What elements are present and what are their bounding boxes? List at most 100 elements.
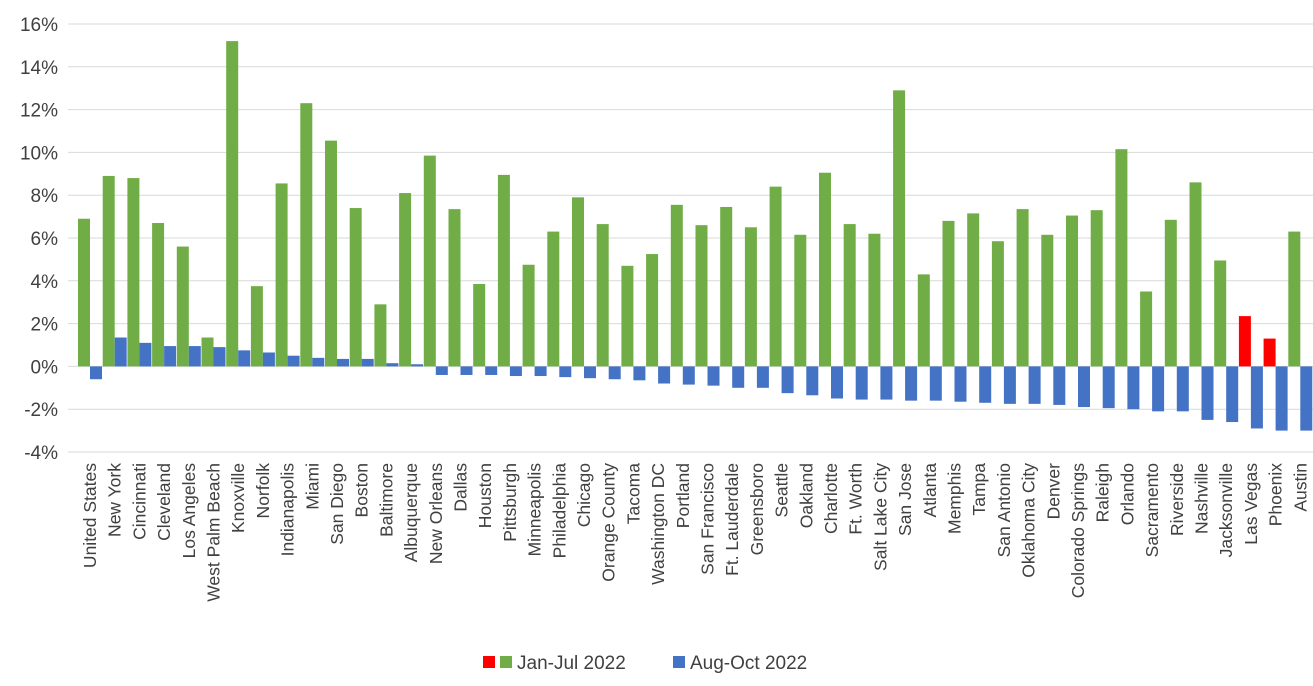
x-category-label: Miami <box>302 463 322 510</box>
x-category-label: Oklahoma City <box>1019 463 1039 578</box>
bar-jan-jul-2022 <box>78 218 90 367</box>
bar-aug-oct-2022 <box>262 352 275 367</box>
x-category-label: Charlotte <box>821 463 841 534</box>
bar-jan-jul-2022 <box>1288 231 1301 367</box>
bar-jan-jul-2022 <box>497 174 510 367</box>
legend-swatch-aug-oct-2022 <box>673 656 685 668</box>
bar-jan-jul-2022 <box>127 178 140 367</box>
bar-jan-jul-2022 <box>621 265 634 367</box>
bar-aug-oct-2022 <box>411 364 424 367</box>
bar-aug-oct-2022 <box>1250 366 1263 429</box>
bar-aug-oct-2022 <box>1102 366 1115 409</box>
bar-aug-oct-2022 <box>534 366 547 377</box>
y-tick-label: 8% <box>31 186 59 207</box>
bar-jan-jul-2022 <box>991 241 1004 367</box>
bar-jan-jul-2022 <box>201 337 214 367</box>
bar-aug-oct-2022 <box>1201 366 1214 420</box>
x-category-label: United States <box>80 463 100 568</box>
bar-jan-jul-2022 <box>1164 219 1177 367</box>
bar-aug-oct-2022 <box>905 366 918 401</box>
bar-aug-oct-2022 <box>337 358 349 367</box>
bar-jan-jul-2022 <box>325 140 337 367</box>
bar-jan-jul-2022 <box>1189 182 1202 367</box>
bar-aug-oct-2022 <box>781 366 794 394</box>
x-category-label: Salt Lake City <box>870 463 890 571</box>
bar-jan-jul-2022 <box>744 227 757 367</box>
bar-aug-oct-2022 <box>386 363 399 367</box>
bar-aug-oct-2022 <box>1176 366 1189 412</box>
bar-aug-oct-2022 <box>929 366 942 401</box>
y-axis-tick-labels: -4% -2% 0% 2% 4% 6% 8% 10% 12% 14% 16% <box>20 15 58 464</box>
bar-aug-oct-2022 <box>979 366 992 403</box>
legend-swatch-highlight <box>483 656 495 668</box>
x-category-label: Ft. Worth <box>846 463 866 535</box>
gridlines <box>68 23 1313 453</box>
legend-label-jan-jul-2022: Jan-Jul 2022 <box>517 653 626 674</box>
x-category-label: Dallas <box>451 463 471 512</box>
bar-jan-jul-2022 <box>399 193 412 367</box>
bar-jan-jul-2022 <box>1238 316 1251 367</box>
x-category-label: Phoenix <box>1266 463 1286 526</box>
bar-aug-oct-2022 <box>608 366 621 380</box>
x-category-label: Atlanta <box>920 463 940 518</box>
bar-jan-jul-2022 <box>893 90 906 367</box>
bar-jan-jul-2022 <box>1115 149 1128 367</box>
y-tick-label: 16% <box>20 15 58 36</box>
bar-jan-jul-2022 <box>522 264 535 367</box>
bar-jan-jul-2022 <box>843 224 856 367</box>
bar-aug-oct-2022 <box>460 366 473 375</box>
bar-aug-oct-2022 <box>509 366 522 377</box>
bar-aug-oct-2022 <box>139 342 152 367</box>
bar-jan-jul-2022 <box>917 274 930 367</box>
bar-jan-jul-2022 <box>102 175 115 367</box>
bar-aug-oct-2022 <box>732 366 745 388</box>
x-category-label: Washington DC <box>648 463 668 585</box>
bar-aug-oct-2022 <box>1003 366 1016 404</box>
bar-aug-oct-2022 <box>806 366 819 396</box>
bar-jan-jul-2022 <box>176 246 189 367</box>
x-category-label: Houston <box>475 463 495 528</box>
bar-jan-jul-2022 <box>769 186 782 367</box>
x-category-label: Raleigh <box>1093 463 1113 522</box>
x-category-label: Philadelphia <box>549 463 569 559</box>
bar-jan-jul-2022 <box>226 41 239 367</box>
bar-jan-jul-2022 <box>1140 291 1153 367</box>
bar-jan-jul-2022 <box>596 224 609 367</box>
x-category-label: West Palm Beach <box>204 463 224 602</box>
x-category-label: Orlando <box>1117 463 1137 525</box>
bar-jan-jul-2022 <box>448 209 461 367</box>
bar-aug-oct-2022 <box>880 366 893 400</box>
y-tick-label: -4% <box>24 443 58 464</box>
x-category-label: Austin <box>1290 463 1310 512</box>
bar-jan-jul-2022 <box>300 103 313 367</box>
x-category-label: Los Angeles <box>179 463 199 559</box>
bar-jan-jul-2022 <box>547 231 560 367</box>
x-axis-category-labels: United States New York Cincinnati Cleveland… <box>80 463 1310 602</box>
x-category-label: Orange County <box>599 463 619 582</box>
legend: Jan-Jul 2022 Aug-Oct 2022 <box>483 653 807 674</box>
bar-aug-oct-2022 <box>238 350 251 367</box>
bar-jan-jul-2022 <box>670 204 683 367</box>
bar-aug-oct-2022 <box>1226 366 1239 423</box>
bar-jan-jul-2022 <box>1090 210 1103 367</box>
x-category-label: Norfolk <box>253 463 273 519</box>
x-category-label: San Jose <box>895 463 915 536</box>
bar-aug-oct-2022 <box>584 366 596 379</box>
bar-aug-oct-2022 <box>1152 366 1165 412</box>
y-tick-label: 10% <box>20 143 58 164</box>
x-category-label: Baltimore <box>376 463 396 537</box>
bar-aug-oct-2022 <box>188 346 201 367</box>
bar-jan-jul-2022 <box>250 286 263 367</box>
x-category-label: Seattle <box>772 463 792 517</box>
bar-jan-jul-2022 <box>794 234 807 367</box>
bar-jan-jul-2022 <box>695 225 708 367</box>
bar-aug-oct-2022 <box>1127 366 1140 410</box>
bar-aug-oct-2022 <box>633 366 646 381</box>
bar-jan-jul-2022 <box>646 254 659 367</box>
bar-jan-jul-2022 <box>868 233 881 367</box>
bar-aug-oct-2022 <box>658 366 671 384</box>
x-category-label: Indianapolis <box>278 463 298 557</box>
x-category-label: New Orleans <box>426 463 446 564</box>
bar-jan-jul-2022 <box>819 172 831 367</box>
x-category-label: Chicago <box>574 463 594 527</box>
